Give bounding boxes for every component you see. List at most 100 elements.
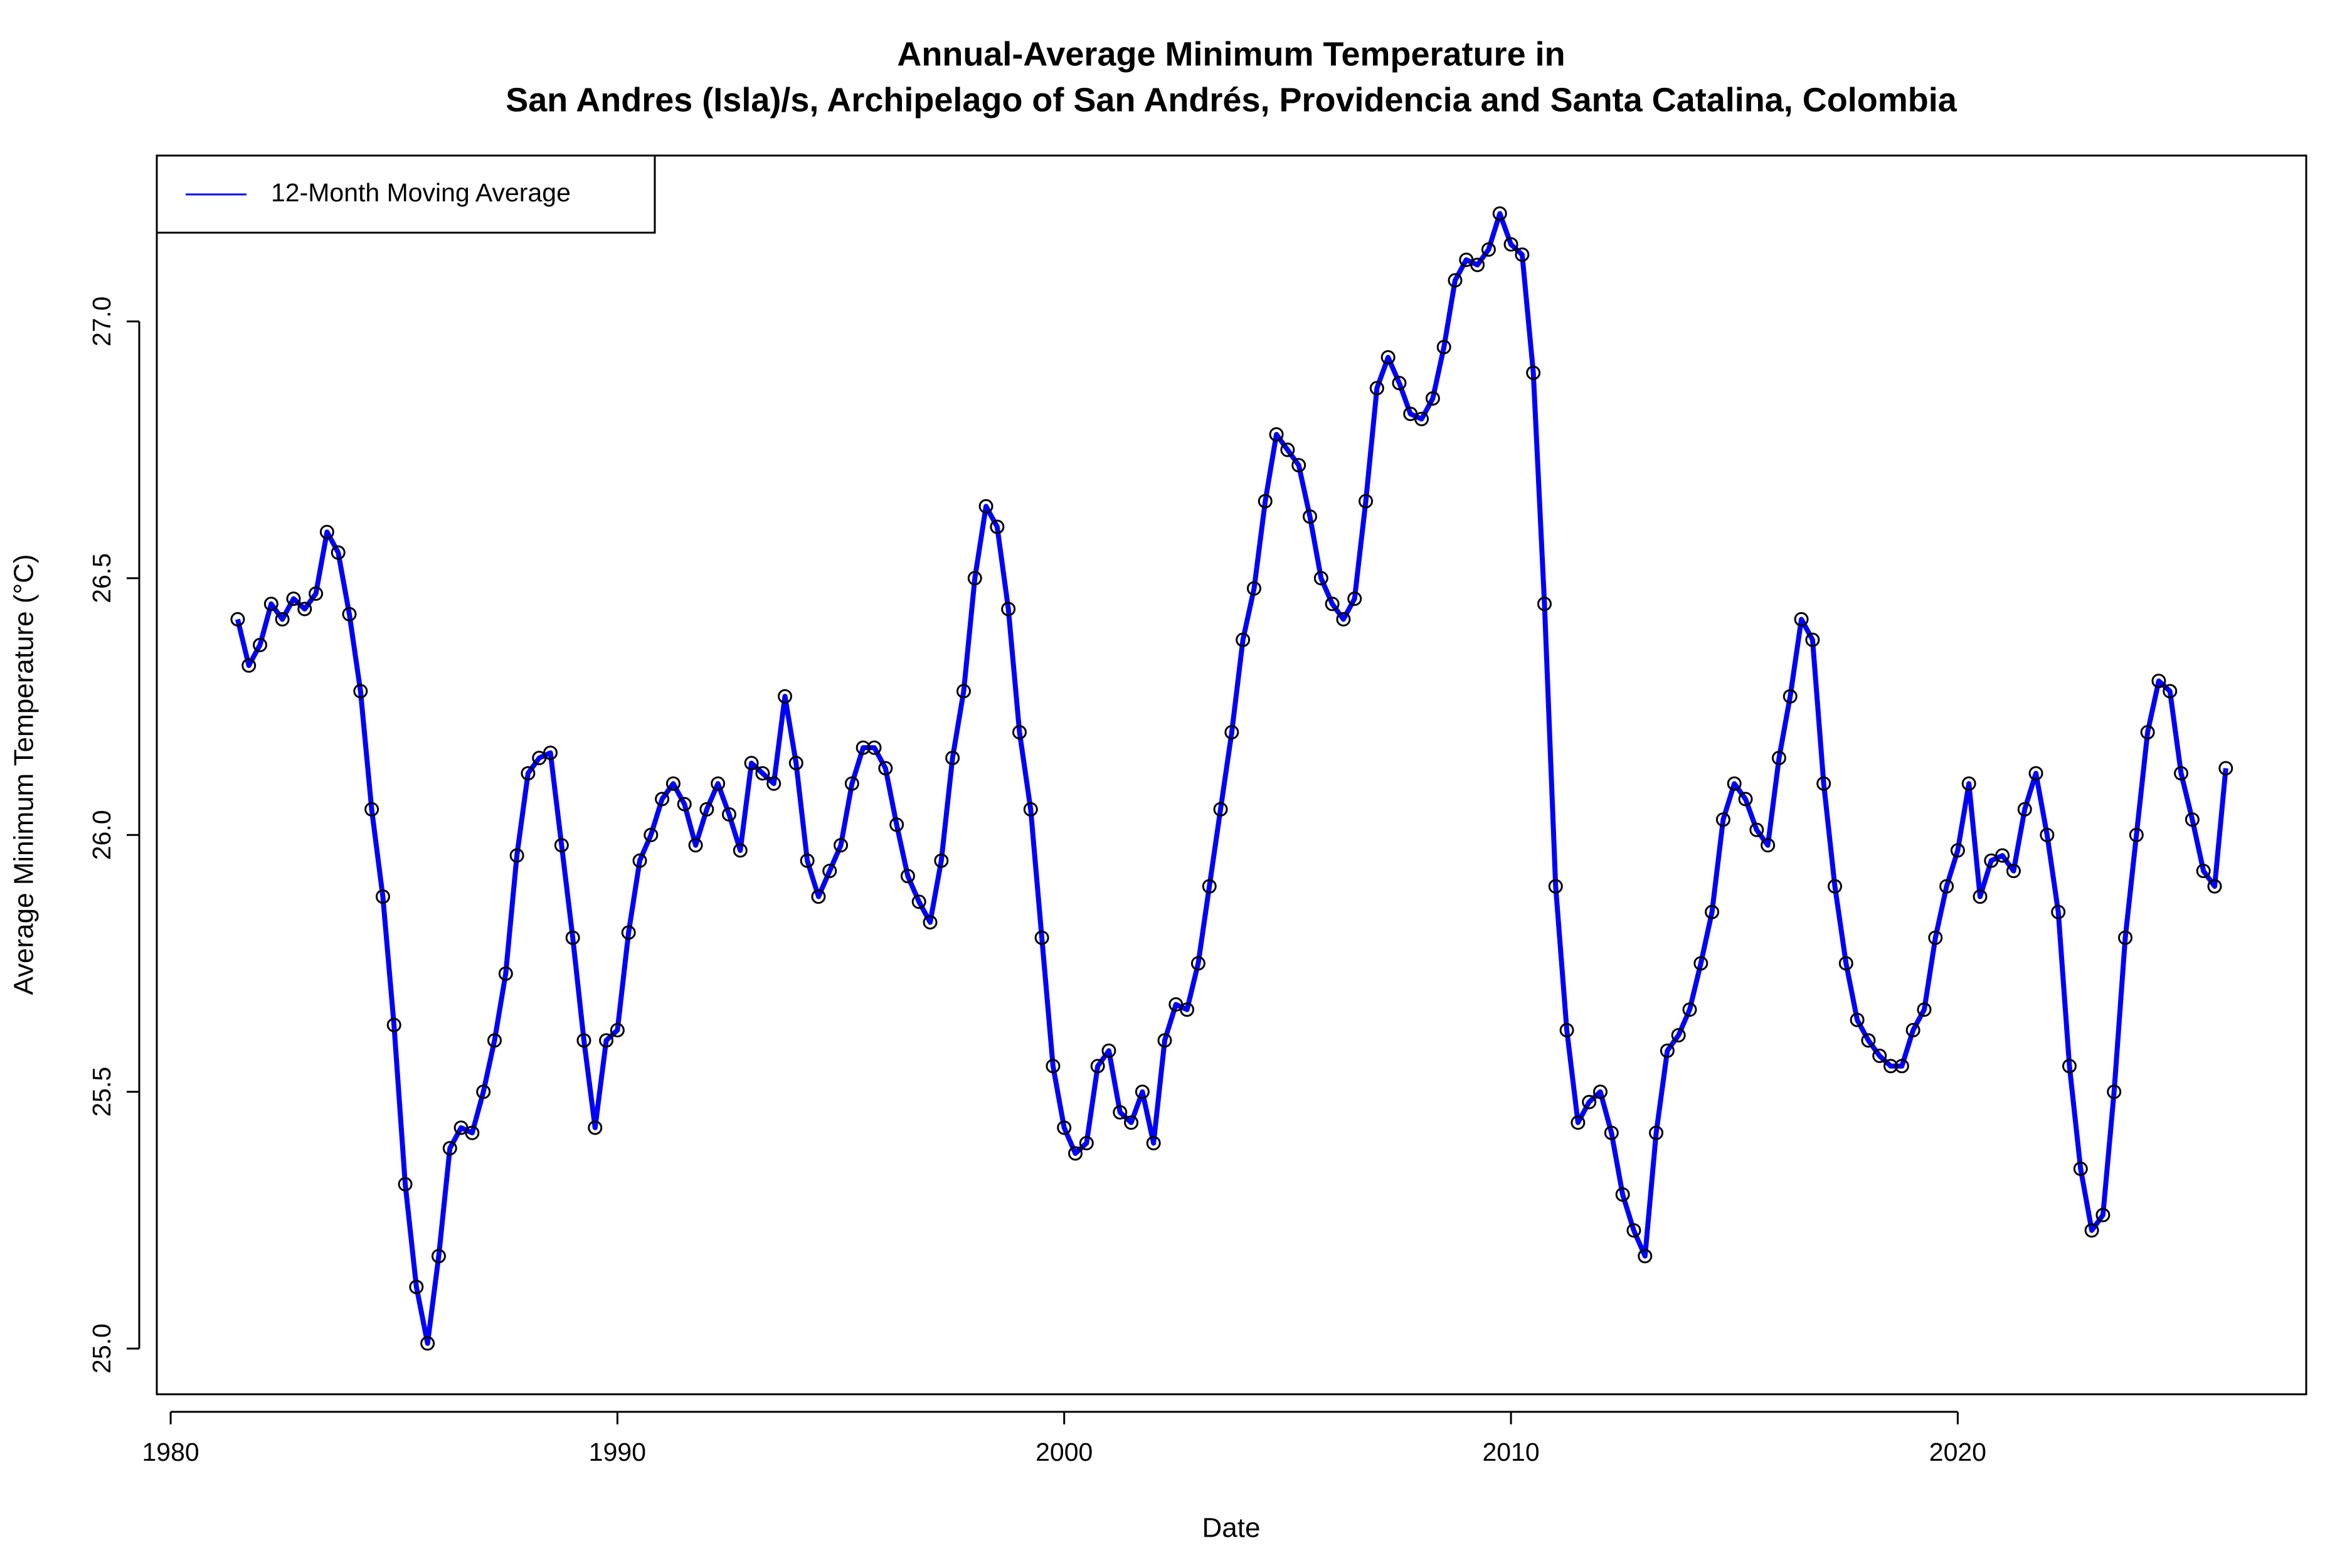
chart-title: San Andres (Isla)/s, Archipelago of San … xyxy=(506,81,1957,119)
data-point xyxy=(1303,509,1318,524)
data-point xyxy=(1883,1059,1899,1074)
y-tick-label: 25.5 xyxy=(87,1067,116,1117)
data-point xyxy=(1448,273,1463,288)
data-point xyxy=(1928,930,1943,945)
y-tick-label: 27.0 xyxy=(87,297,116,347)
data-point xyxy=(2174,766,2189,781)
data-point xyxy=(1347,591,1362,607)
data-point xyxy=(1660,1043,1675,1058)
data-point xyxy=(956,684,971,699)
plot-frame xyxy=(156,154,2307,1396)
legend-label: 12-Month Moving Average xyxy=(271,178,571,207)
data-point xyxy=(2040,827,2055,842)
y-tick-label: 26.0 xyxy=(87,810,116,860)
data-point xyxy=(342,607,357,622)
data-point xyxy=(1190,956,1205,971)
data-point xyxy=(621,925,636,940)
data-point xyxy=(409,1279,424,1295)
data-point xyxy=(1861,1033,1876,1048)
data-point xyxy=(1079,1136,1094,1151)
data-point xyxy=(1939,879,1954,894)
data-point xyxy=(1693,956,1708,971)
data-point xyxy=(1012,725,1027,740)
data-point xyxy=(331,545,346,560)
data-point xyxy=(665,776,681,791)
data-point xyxy=(644,827,659,842)
data-point xyxy=(565,930,580,945)
data-point xyxy=(778,689,793,704)
data-point xyxy=(1894,1059,1909,1074)
data-point xyxy=(1537,596,1552,612)
data-point xyxy=(1626,1223,1641,1238)
data-point xyxy=(811,889,826,904)
data-point xyxy=(1280,442,1295,457)
y-tick-label: 26.5 xyxy=(87,553,116,603)
data-point xyxy=(286,591,301,607)
data-point xyxy=(878,761,893,776)
data-point xyxy=(1749,822,1764,837)
data-point xyxy=(990,519,1005,534)
data-point xyxy=(465,1125,480,1140)
data-point xyxy=(1325,596,1340,612)
data-point xyxy=(1392,376,1407,391)
series-line xyxy=(235,211,2228,1346)
data-point xyxy=(2107,1084,2122,1099)
data-point xyxy=(476,1084,491,1099)
data-point xyxy=(1046,1059,1061,1074)
data-point xyxy=(1582,1094,1597,1110)
data-point xyxy=(420,1336,435,1351)
data-point xyxy=(978,499,993,514)
data-point xyxy=(711,776,726,791)
x-tick-label: 2000 xyxy=(1036,1438,1093,1466)
y-tick-label: 25.0 xyxy=(87,1323,116,1374)
data-point xyxy=(688,838,703,853)
data-point xyxy=(1593,1084,1608,1099)
data-point xyxy=(588,1120,603,1135)
data-point xyxy=(2151,674,2166,689)
data-point xyxy=(1827,879,1842,894)
data-point xyxy=(1359,494,1374,509)
data-point xyxy=(498,966,513,981)
x-tick-label: 1990 xyxy=(589,1438,646,1466)
data-point xyxy=(1236,632,1251,647)
data-point xyxy=(1905,1022,1920,1037)
data-point xyxy=(744,756,759,771)
data-point xyxy=(1850,1012,1865,1027)
data-point xyxy=(1291,458,1306,473)
data-point xyxy=(1649,1125,1664,1140)
data-point xyxy=(1872,1048,1887,1063)
data-point xyxy=(655,792,670,807)
data-point xyxy=(1950,843,1965,858)
data-point xyxy=(867,740,882,755)
data-point xyxy=(2095,1207,2111,1222)
data-point xyxy=(945,750,960,765)
data-point xyxy=(275,612,290,627)
data-point xyxy=(2017,802,2032,817)
data-point xyxy=(1973,889,1988,904)
data-point xyxy=(1559,1022,1574,1037)
data-point xyxy=(1470,257,1485,272)
data-point xyxy=(699,802,714,817)
data-point xyxy=(2073,1162,2088,1177)
data-point xyxy=(297,601,312,617)
data-point xyxy=(1113,1104,1128,1120)
data-point xyxy=(1135,1084,1150,1099)
data-point xyxy=(1436,339,1451,354)
data-point xyxy=(1224,725,1239,740)
data-point xyxy=(1101,1043,1116,1058)
data-point xyxy=(889,817,904,832)
data-point xyxy=(1548,879,1563,894)
data-point xyxy=(576,1033,591,1048)
data-point xyxy=(375,889,390,904)
data-point xyxy=(1034,930,1049,945)
data-point xyxy=(721,807,736,822)
data-point xyxy=(2006,864,2021,879)
data-point xyxy=(1001,601,1016,617)
data-point xyxy=(1794,612,1809,627)
data-point xyxy=(1738,792,1753,807)
data-point xyxy=(1715,812,1730,827)
data-point xyxy=(632,853,647,868)
data-point xyxy=(2051,904,2066,919)
data-point xyxy=(1503,237,1518,252)
